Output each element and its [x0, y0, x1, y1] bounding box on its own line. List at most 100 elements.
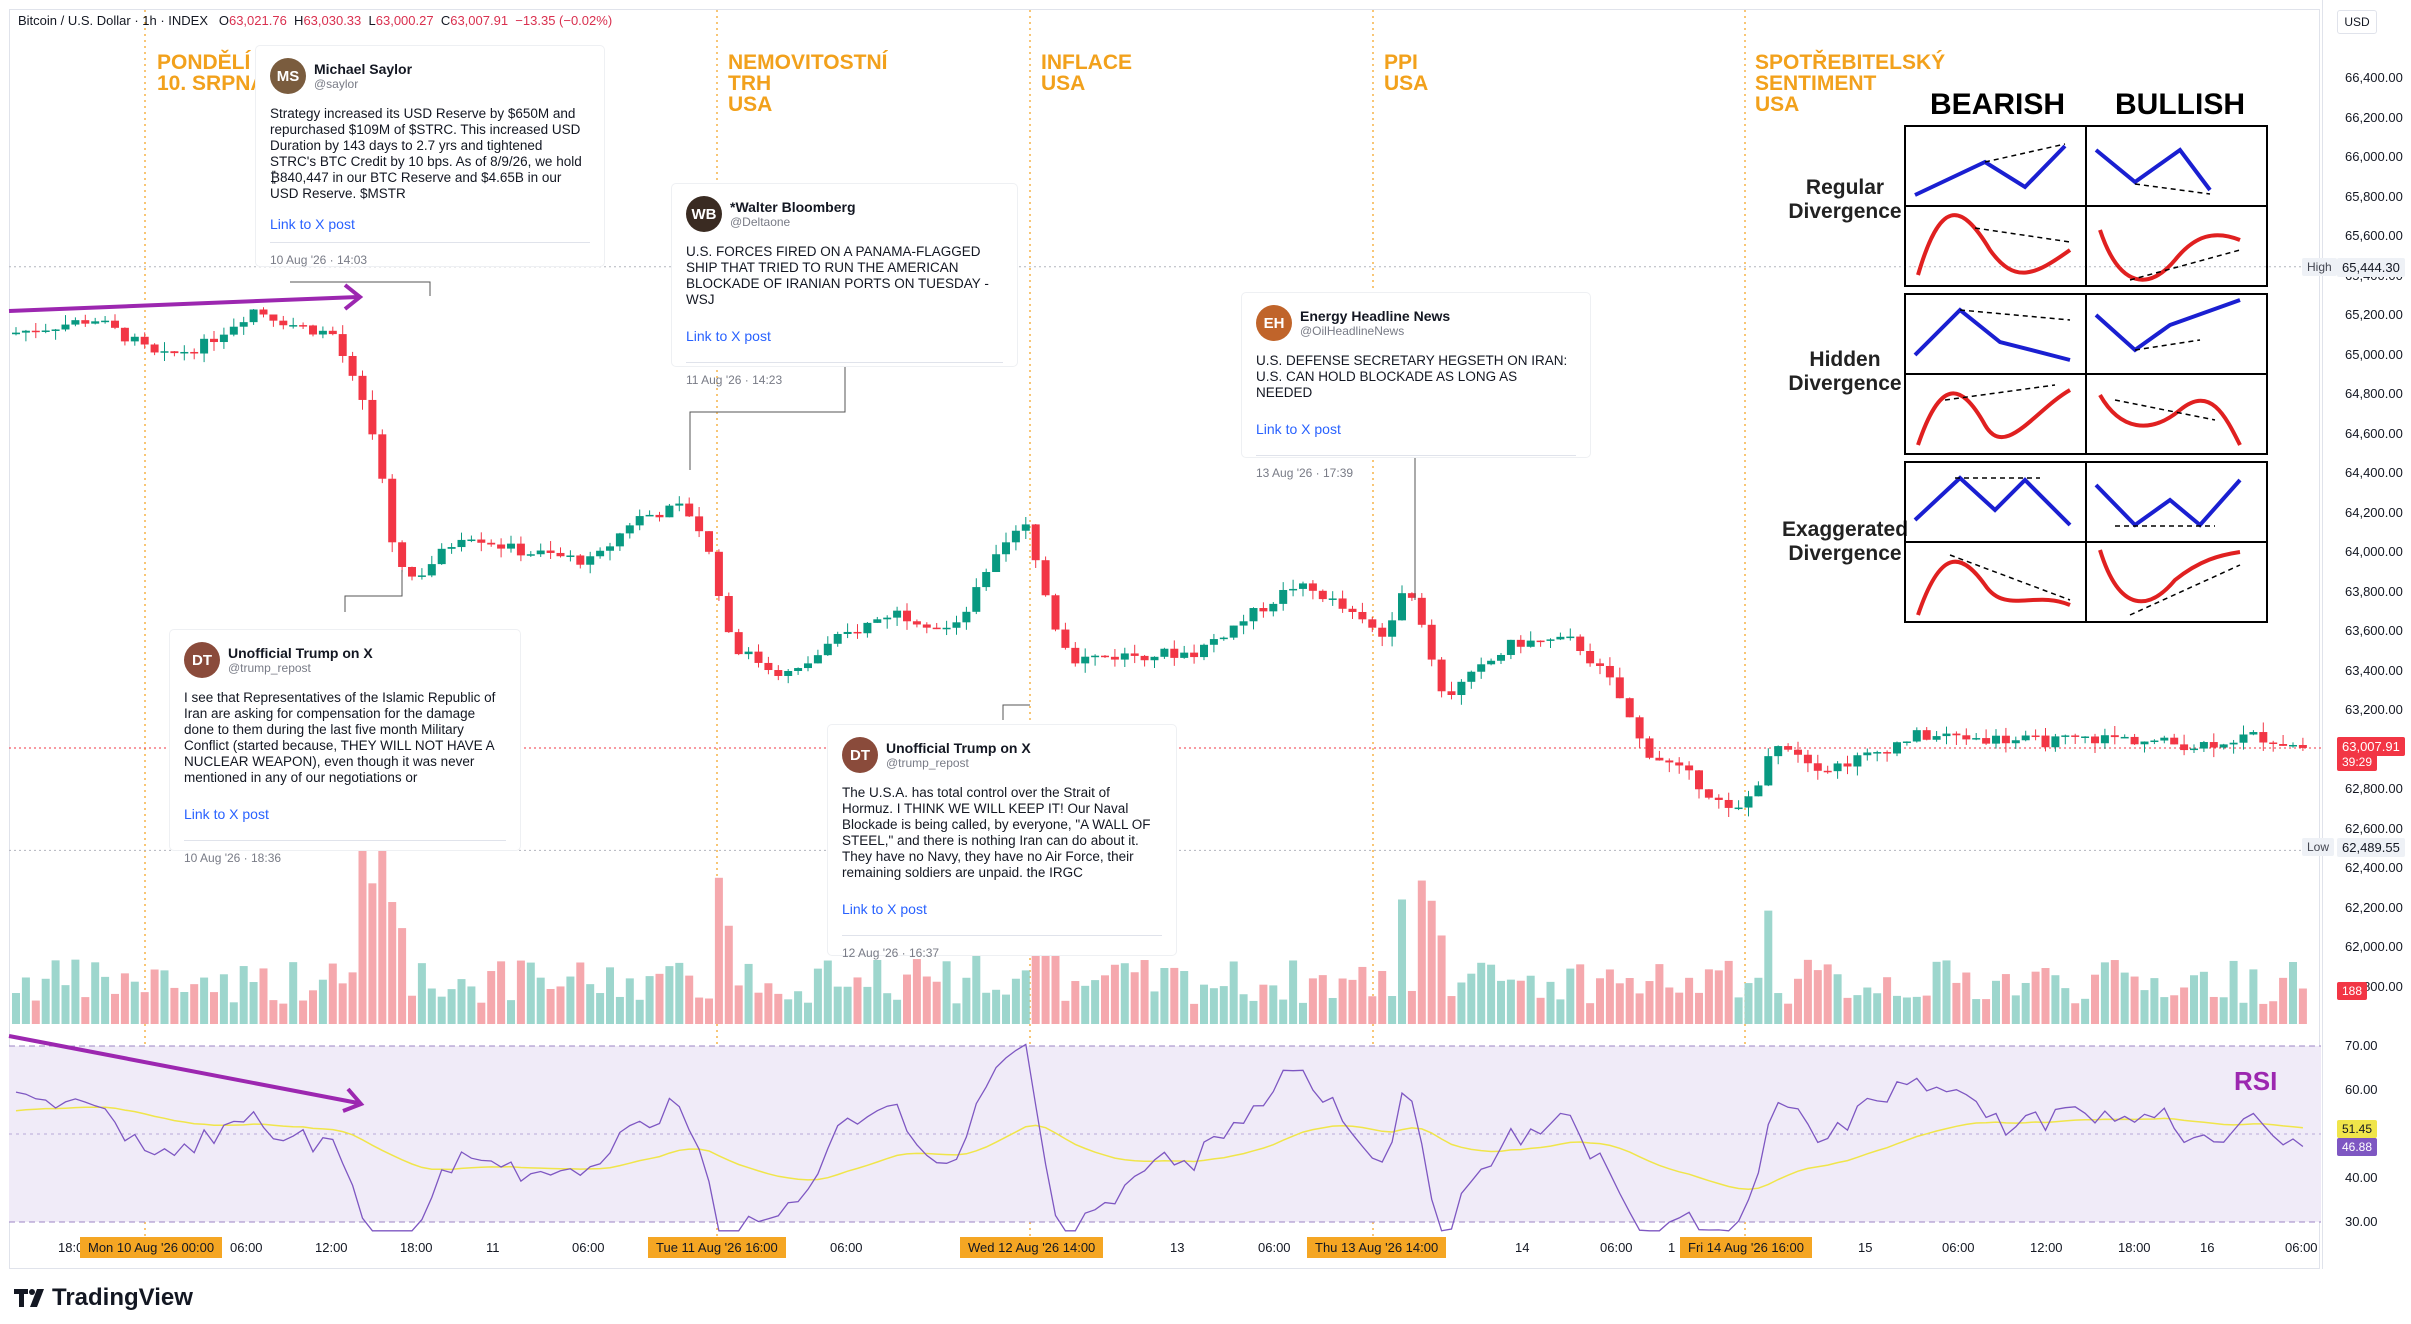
candle-body: [714, 551, 723, 597]
tweet-link[interactable]: Link to X post: [1256, 421, 1341, 437]
volume-bar: [2120, 972, 2129, 1024]
candle-body: [606, 546, 614, 551]
volume-bar: [1457, 982, 1466, 1024]
volume-bar: [833, 986, 842, 1024]
candle-body: [1823, 770, 1832, 773]
time-axis-label: 06:00: [1942, 1240, 1975, 1255]
candle-body: [2298, 744, 2307, 748]
candle-body: [823, 643, 832, 656]
candle-body: [843, 631, 852, 634]
candle-body: [12, 332, 20, 335]
candle-body: [338, 334, 347, 356]
volume-bar: [705, 998, 713, 1024]
volume-bar: [982, 992, 991, 1024]
volume-bar: [1546, 981, 1555, 1024]
currency-button[interactable]: USD: [2337, 10, 2377, 34]
volume-bar: [358, 849, 367, 1024]
price-axis-label: 63,800.00: [2345, 583, 2403, 599]
volume-bar: [1249, 1000, 1258, 1024]
tweet-handle: @Deltaone: [730, 215, 791, 229]
volume-bar: [1209, 988, 1218, 1024]
tweet-connector: [689, 365, 846, 470]
candle-body: [437, 548, 446, 565]
candle-body: [813, 655, 822, 664]
volume-bar: [1794, 978, 1802, 1024]
candle-body: [1665, 760, 1674, 763]
candle-body: [2071, 735, 2080, 737]
candle-body: [1279, 589, 1288, 604]
tweet-link[interactable]: Link to X post: [842, 901, 927, 917]
candle-body: [2249, 732, 2258, 735]
volume-bar: [536, 977, 545, 1024]
candle-body: [744, 651, 753, 655]
price-trend-arrow: [8, 295, 359, 313]
tweet-card[interactable]: DT Unofficial Trump on X @trump_repost I s…: [170, 630, 520, 865]
volume-bar: [1952, 982, 1961, 1024]
candle-body: [1833, 763, 1842, 772]
tweet-connector: [344, 570, 403, 612]
price-chart[interactable]: [0, 0, 2322, 1269]
chart-frame[interactable]: [9, 9, 2320, 1269]
candle-body: [2259, 732, 2268, 743]
volume-bar: [1932, 961, 1941, 1024]
candle-body: [2051, 736, 2060, 748]
volume-bar: [1685, 977, 1694, 1024]
candle-body: [1873, 752, 1882, 754]
volume-bar: [576, 962, 585, 1024]
symbol-header: Bitcoin / U.S. Dollar · 1h · INDEX O63,0…: [18, 13, 612, 28]
price-axis-label: 63,200.00: [2345, 702, 2403, 717]
volume-bar: [1477, 962, 1486, 1024]
volume-bar: [1467, 973, 1476, 1024]
tweet-handle: @trump_repost: [228, 661, 311, 675]
candle-body: [1140, 655, 1149, 661]
volume-bar: [586, 984, 595, 1024]
tweet-card[interactable]: DT Unofficial Trump on X @trump_repost The…: [828, 725, 1176, 960]
volume-bar: [180, 991, 189, 1024]
price-axis[interactable]: [2322, 0, 2411, 1269]
tweet-card[interactable]: EH Energy Headline News @OilHeadlineNews U…: [1242, 293, 1590, 480]
price-axis-label: 65,800.00: [2345, 188, 2403, 204]
candle-body: [1506, 639, 1515, 655]
candle-body: [1655, 757, 1664, 761]
candle-body: [1744, 796, 1753, 808]
candle-body: [1388, 620, 1397, 637]
price-axis-label: 65,200.00: [2345, 307, 2403, 322]
tweet-link[interactable]: Link to X post: [184, 806, 269, 822]
time-axis-label: 12:00: [2030, 1240, 2063, 1255]
candle-body: [1219, 637, 1228, 640]
candle-body: [190, 351, 199, 354]
tweet-card[interactable]: MS Michael Saylor @saylor Strategy increas…: [256, 46, 604, 267]
time-highlight: Mon 10 Aug '26 00:00: [80, 1237, 223, 1258]
candle-body: [1417, 597, 1426, 625]
candle-body: [1803, 754, 1812, 764]
ohlc-change: −13.35 (−0.02%): [515, 13, 613, 28]
tweet-card[interactable]: WB *Walter Bloomberg @Deltaone U.S. FORCES…: [672, 184, 1017, 387]
candle-body: [1368, 619, 1377, 628]
candle-body: [1576, 636, 1585, 652]
candle-body: [1289, 588, 1298, 591]
bearish-heading: BEARISH: [1930, 88, 2066, 121]
volume-bar: [1734, 997, 1743, 1024]
volume-bar: [2100, 962, 2109, 1024]
tradingview-logo[interactable]: TradingView: [14, 1284, 193, 1312]
candle-body: [111, 320, 119, 328]
tweet-text: The U.S.A. has total control over the St…: [842, 785, 1151, 880]
volume-bar: [457, 979, 466, 1024]
volume-bar: [675, 962, 684, 1024]
volume-bar: [1774, 993, 1783, 1024]
symbol-name[interactable]: Bitcoin / U.S. Dollar · 1h · INDEX: [18, 13, 208, 28]
candle-body: [1972, 738, 1981, 740]
volume-bar: [200, 977, 209, 1024]
volume-bar: [1883, 977, 1892, 1024]
candle-body: [1427, 624, 1436, 660]
volume-bar: [2229, 960, 2238, 1024]
volume-bar: [883, 993, 892, 1024]
candle-body: [1091, 655, 1100, 658]
tweet-link[interactable]: Link to X post: [686, 328, 771, 344]
candle-body: [507, 543, 515, 549]
volume-bar: [1328, 997, 1337, 1024]
rsi-ma-line: [15, 1106, 2303, 1190]
candle-body: [1467, 671, 1476, 682]
tweet-link[interactable]: Link to X post: [270, 216, 355, 232]
divergence-cheatsheet: BEARISH BULLISH Regular Divergence Hidde…: [1770, 80, 2280, 625]
